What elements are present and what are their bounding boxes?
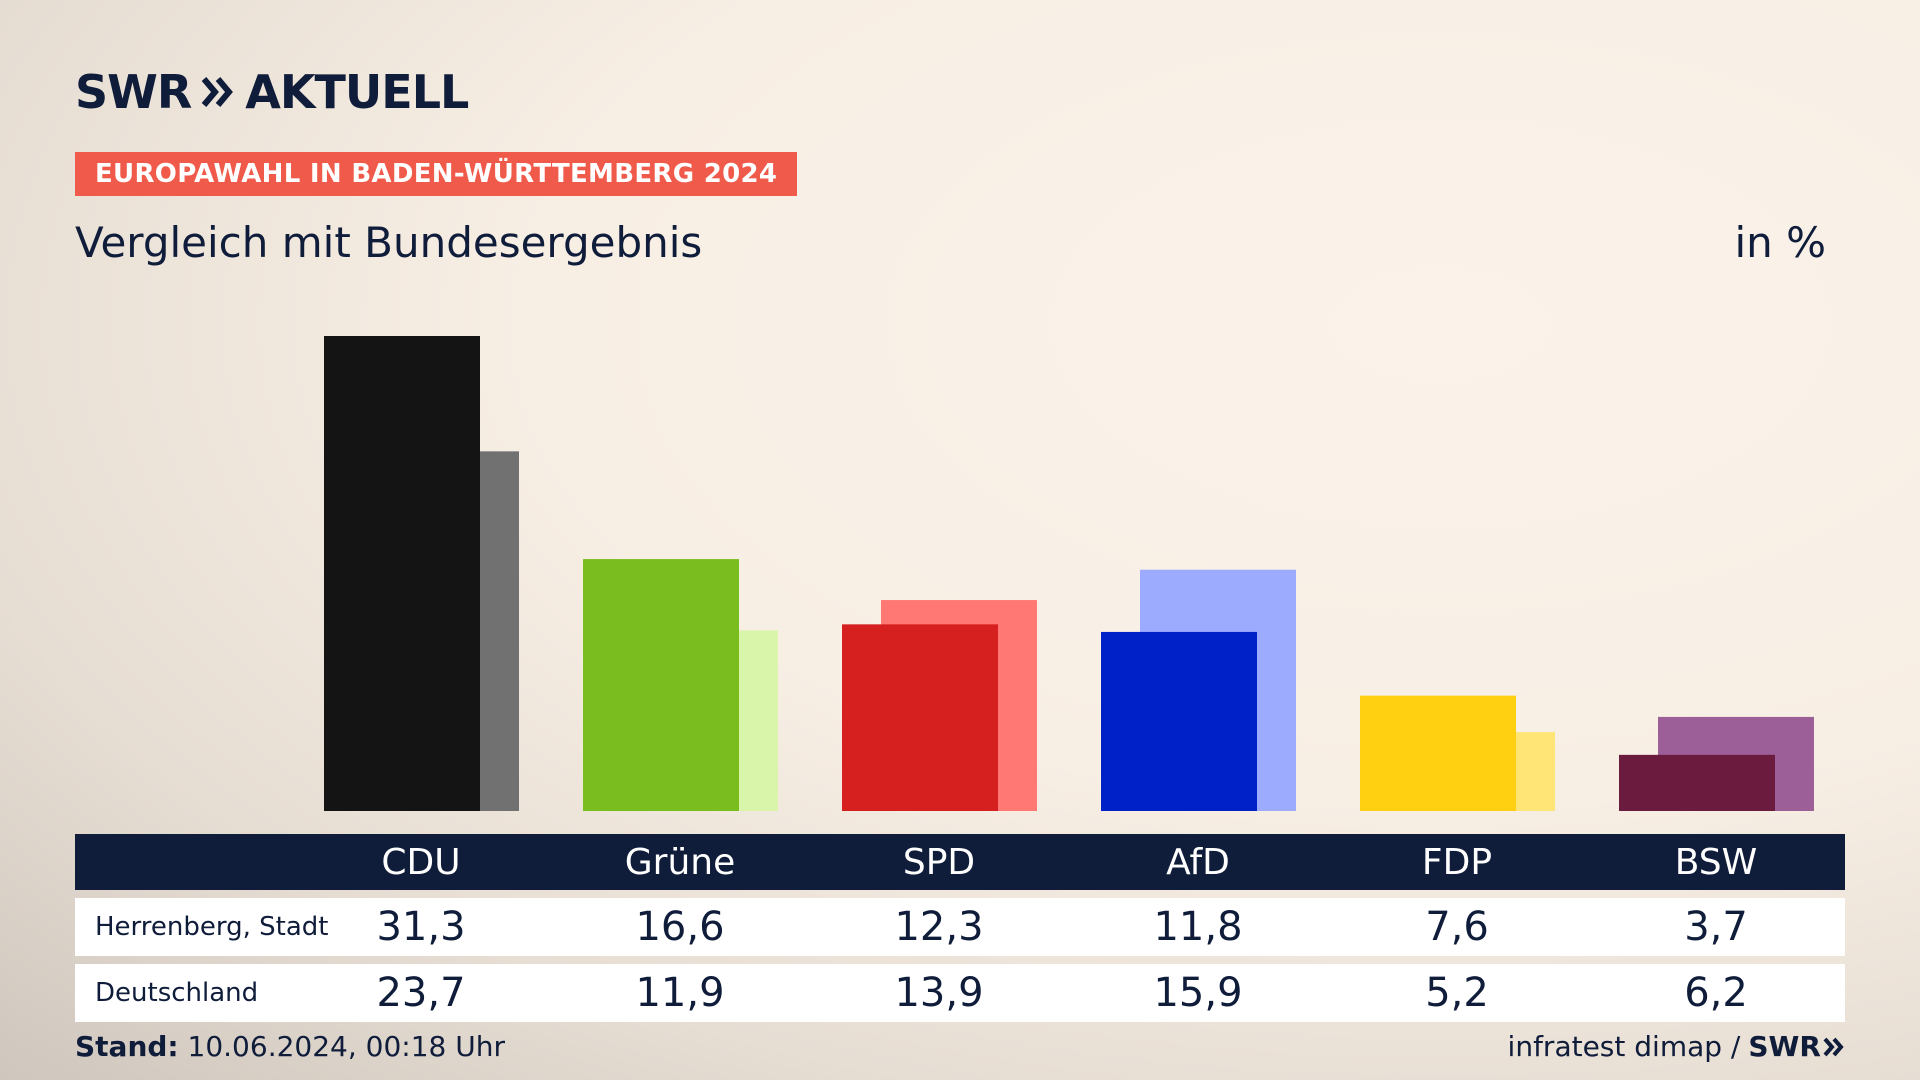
results-table: CDU Grüne SPD AfD FDP BSW Herrenberg, St… — [75, 834, 1845, 1022]
table-row: Deutschland 23,7 11,9 13,9 15,9 5,2 6,2 — [75, 964, 1845, 1022]
row-label: Deutschland — [95, 978, 259, 1008]
row-label: Herrenberg, Stadt — [95, 912, 329, 942]
logo-swr-text: SWR — [75, 65, 192, 119]
logo-aktuell-text: AKTUELL — [245, 65, 469, 119]
chevron-double-right-icon — [202, 77, 234, 107]
header-party-spd: SPD — [902, 841, 976, 883]
header-party-fdp: FDP — [1421, 841, 1493, 883]
header-party-bsw: BSW — [1674, 841, 1758, 883]
swr-mini-text: SWR — [1748, 1030, 1821, 1063]
header-party-cdu: CDU — [381, 841, 461, 883]
table-header: CDU Grüne SPD AfD FDP BSW — [75, 834, 1845, 890]
stand-label: Stand: — [75, 1030, 179, 1063]
header-party-gruene: Grüne — [624, 841, 736, 883]
table-row: Herrenberg, Stadt 31,3 16,6 12,3 11,8 7,… — [75, 898, 1845, 956]
chart-subtitle: Vergleich mit Bundesergebnis — [75, 218, 703, 267]
election-banner: EUROPAWAHL IN BADEN-WÜRTTEMBERG 2024 — [75, 152, 798, 196]
value-cell: 11,8 — [1153, 904, 1243, 950]
value-cell: 23,7 — [376, 970, 466, 1016]
value-cell: 7,6 — [1425, 904, 1489, 950]
bar-regional-fdp — [1360, 695, 1516, 811]
bar-regional-spd — [842, 624, 998, 811]
chevron-double-right-icon — [1823, 1037, 1844, 1056]
value-cell: 12,3 — [894, 904, 984, 950]
bar-chart — [324, 336, 1814, 811]
value-cell: 11,9 — [635, 970, 725, 1016]
value-cell: 3,7 — [1684, 904, 1748, 950]
swr-mini-logo: SWR — [1748, 1030, 1845, 1063]
stand-value: 10.06.2024, 00:18 Uhr — [187, 1030, 505, 1063]
bar-regional-cdu — [324, 336, 480, 811]
header-party-afd: AfD — [1166, 841, 1230, 883]
bar-regional-bsw — [1619, 754, 1775, 811]
value-cell: 13,9 — [894, 970, 984, 1016]
swr-aktuell-logo: SWR AKTUELL — [75, 64, 469, 120]
timestamp: Stand: 10.06.2024, 00:18 Uhr — [75, 1030, 505, 1063]
value-cell: 15,9 — [1153, 970, 1243, 1016]
bar-regional-grüne — [583, 559, 739, 811]
value-cell: 5,2 — [1425, 970, 1489, 1016]
unit-label: in % — [1734, 218, 1826, 267]
value-cell: 16,6 — [635, 904, 725, 950]
value-cell: 31,3 — [376, 904, 466, 950]
value-cell: 6,2 — [1684, 970, 1748, 1016]
source-credit: infratest dimap / SWR — [1508, 1030, 1845, 1063]
source-text: infratest dimap / — [1507, 1030, 1741, 1063]
bar-regional-afd — [1101, 631, 1257, 811]
